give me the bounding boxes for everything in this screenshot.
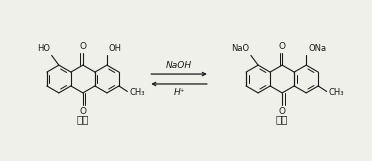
Text: O: O (79, 42, 86, 51)
Text: 红色: 红色 (276, 115, 288, 125)
Text: CH₃: CH₃ (129, 88, 145, 97)
Text: OH: OH (109, 44, 122, 53)
Text: H⁺: H⁺ (173, 88, 185, 97)
Text: NaO: NaO (231, 44, 249, 53)
Text: O: O (79, 107, 86, 116)
Text: O: O (279, 107, 286, 116)
Text: CH₃: CH₃ (328, 88, 344, 97)
Text: NaOH: NaOH (166, 61, 192, 70)
Text: HO: HO (37, 44, 50, 53)
Text: ONa: ONa (308, 44, 326, 53)
Text: 黄色: 黄色 (77, 115, 89, 125)
Text: O: O (279, 42, 286, 51)
